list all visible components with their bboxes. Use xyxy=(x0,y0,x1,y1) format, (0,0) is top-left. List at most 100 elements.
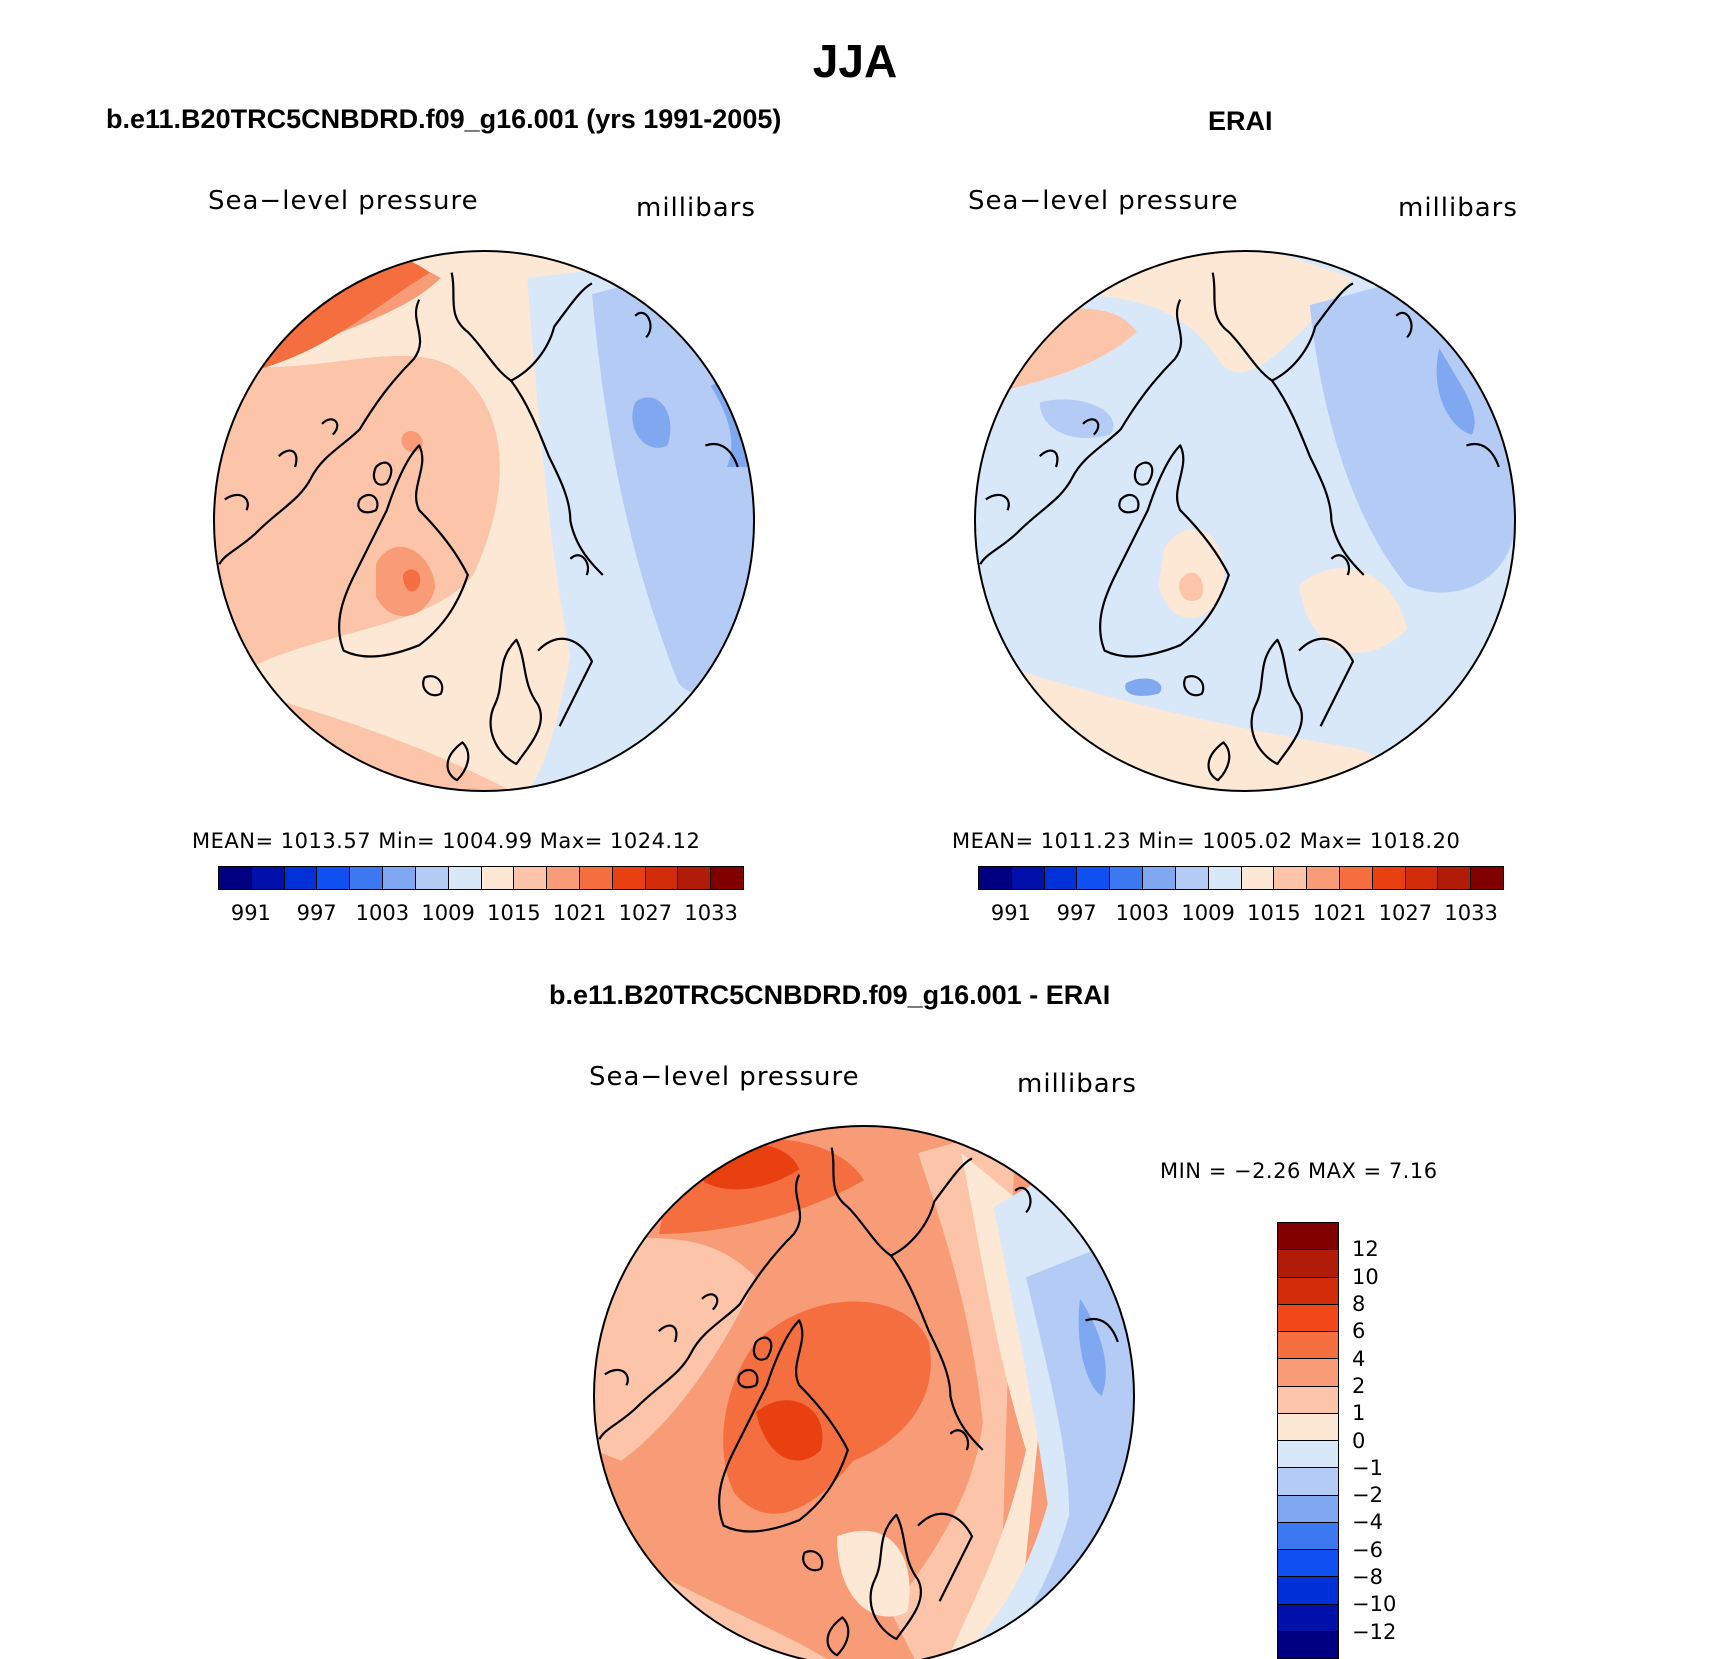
colorbar-diff-swatch xyxy=(1278,1359,1338,1387)
colorbar-model-swatch xyxy=(251,867,285,889)
map-diff-coastline xyxy=(737,1368,759,1389)
colorbar-diff-swatch xyxy=(1278,1304,1338,1332)
colorbar-obs-swatch xyxy=(1241,867,1275,889)
colorbar-diff-swatch xyxy=(1278,1550,1338,1578)
colorbar-model-swatch xyxy=(383,867,416,889)
colorbar-model-swatch xyxy=(645,867,679,889)
units-label-diff: millibars xyxy=(1017,1069,1137,1099)
units-label-model: millibars xyxy=(636,193,756,223)
map-obs-coastline xyxy=(1298,637,1355,727)
colorbar-diff-tick-label: −4 xyxy=(1352,1510,1383,1535)
map-obs-coastline xyxy=(1250,638,1303,766)
map-obs-coastline xyxy=(1082,418,1100,436)
colorbar-diff-tick-label: 0 xyxy=(1352,1428,1366,1453)
colorbar-model-swatch xyxy=(711,867,743,889)
colorbar-obs-swatch xyxy=(1044,867,1078,889)
colorbar-model-swatch xyxy=(219,867,252,889)
colorbar-diff-swatch xyxy=(1278,1604,1338,1632)
map-model-outline xyxy=(213,250,755,792)
colorbar-model-swatch xyxy=(514,867,548,889)
map-diff-outline xyxy=(593,1125,1135,1659)
colorbar-obs-tick-label: 1033 xyxy=(1444,901,1498,925)
map-diff-coastline xyxy=(604,1368,629,1386)
colorbar-diff-swatch xyxy=(1278,1332,1338,1360)
colorbar-diff-swatch xyxy=(1278,1441,1338,1469)
colorbar-diff-tick-label: 4 xyxy=(1352,1346,1366,1371)
panel-title-diff: b.e11.B20TRC5CNBDRD.f09_g16.001 - ERAI xyxy=(549,980,1111,1010)
map-diff xyxy=(593,1125,1135,1659)
map-model-coastline xyxy=(278,449,298,468)
colorbar-model-swatch xyxy=(317,867,351,889)
colorbar-diff-tick-label: 2 xyxy=(1352,1373,1366,1398)
colorbar-model-tick-label: 1015 xyxy=(487,901,541,925)
map-model-coastline xyxy=(569,554,589,576)
colorbar-diff xyxy=(1277,1222,1339,1659)
variable-label-obs: Sea−level pressure xyxy=(968,186,1239,216)
map-model-contour-region xyxy=(214,251,511,791)
map-diff-coastline xyxy=(1014,1187,1032,1214)
variable-label-model: Sea−level pressure xyxy=(208,186,479,216)
variable-label-diff: Sea−level pressure xyxy=(589,1062,860,1092)
colorbar-diff-swatch xyxy=(1278,1631,1338,1658)
map-model-coastline xyxy=(510,379,604,576)
colorbar-obs-swatch xyxy=(1471,867,1503,889)
colorbar-obs-swatch xyxy=(1011,867,1045,889)
map-diff-coastline xyxy=(1085,1318,1119,1343)
map-obs-contour-region xyxy=(1039,251,1515,593)
colorbar-model-tick-label: 1003 xyxy=(355,901,410,925)
map-obs-contour-region xyxy=(1125,348,1475,696)
map-model-coastline xyxy=(357,493,379,514)
colorbar-obs-swatch xyxy=(1307,867,1340,889)
colorbar-model-swatch xyxy=(547,867,580,889)
map-model-coastline xyxy=(218,299,422,565)
map-obs-coastline xyxy=(1330,554,1350,576)
colorbar-model-tick-label: 1033 xyxy=(684,901,738,925)
figure-title: JJA xyxy=(812,35,898,87)
map-diff-coastline xyxy=(949,1429,969,1451)
map-diff-coastline xyxy=(869,1513,922,1641)
map-obs-coastline xyxy=(1039,449,1059,468)
colorbar-obs-swatch xyxy=(1405,867,1439,889)
colorbar-diff-tick-label: 8 xyxy=(1352,1291,1366,1316)
map-obs-coastline xyxy=(1183,675,1205,697)
map-diff-coastline xyxy=(890,1254,984,1451)
colorbar-diff-swatch xyxy=(1278,1250,1338,1278)
map-diff-coastline xyxy=(802,1550,824,1572)
colorbar-obs-swatch xyxy=(1208,867,1242,889)
map-diff-contour-region xyxy=(837,1153,1059,1659)
colorbar-model-swatch xyxy=(678,867,712,889)
colorbar-model-tick-label: 1021 xyxy=(552,901,607,925)
map-diff-coastline xyxy=(718,1319,849,1533)
colorbar-obs-tick-label: 997 xyxy=(1056,901,1097,925)
map-model-coastline xyxy=(634,312,652,339)
colorbar-model-tick-label: 1027 xyxy=(618,901,673,925)
colorbar-model xyxy=(218,866,744,890)
colorbar-obs-tick-label: 1021 xyxy=(1312,901,1367,925)
map-diff-coastline xyxy=(701,1293,719,1311)
map-model-contour-region xyxy=(257,252,430,592)
colorbar-diff-swatch xyxy=(1278,1277,1338,1305)
colorbar-obs-tick-label: 1015 xyxy=(1247,901,1301,925)
colorbar-obs-tick-label: 1009 xyxy=(1181,901,1235,925)
colorbar-obs-labels: 991 997 1003 1009 1015 1021 1027 1033 xyxy=(978,901,1504,927)
colorbar-diff-swatch xyxy=(1278,1386,1338,1414)
colorbar-obs-swatch xyxy=(1438,867,1472,889)
colorbar-obs-swatch xyxy=(1077,867,1111,889)
colorbar-obs-swatch xyxy=(1143,867,1176,889)
stats-diff: MIN = −2.26 MAX = 7.16 xyxy=(1160,1159,1438,1183)
map-diff-coastline xyxy=(917,1512,974,1602)
map-model-coastline xyxy=(338,444,469,658)
colorbar-diff-tick-label: 12 xyxy=(1352,1237,1379,1262)
colorbar-obs-swatch xyxy=(1274,867,1308,889)
colorbar-diff-labels: 12 10 8 6 4 2 1 0 −1 −2 −4 −6 −8 −10 −12 xyxy=(1352,1222,1432,1659)
map-model-coastline xyxy=(422,675,444,697)
colorbar-model-tick-label: 997 xyxy=(296,901,337,925)
map-diff-contour-region xyxy=(594,1126,1016,1659)
colorbar-obs-swatch xyxy=(1110,867,1144,889)
map-obs-coastline xyxy=(985,493,1010,511)
colorbar-diff-swatch xyxy=(1278,1495,1338,1523)
stats-obs: MEAN= 1011.23 Min= 1005.02 Max= 1018.20 xyxy=(952,829,1461,853)
map-model-coastline xyxy=(224,493,249,511)
map-obs-outline xyxy=(974,250,1516,792)
